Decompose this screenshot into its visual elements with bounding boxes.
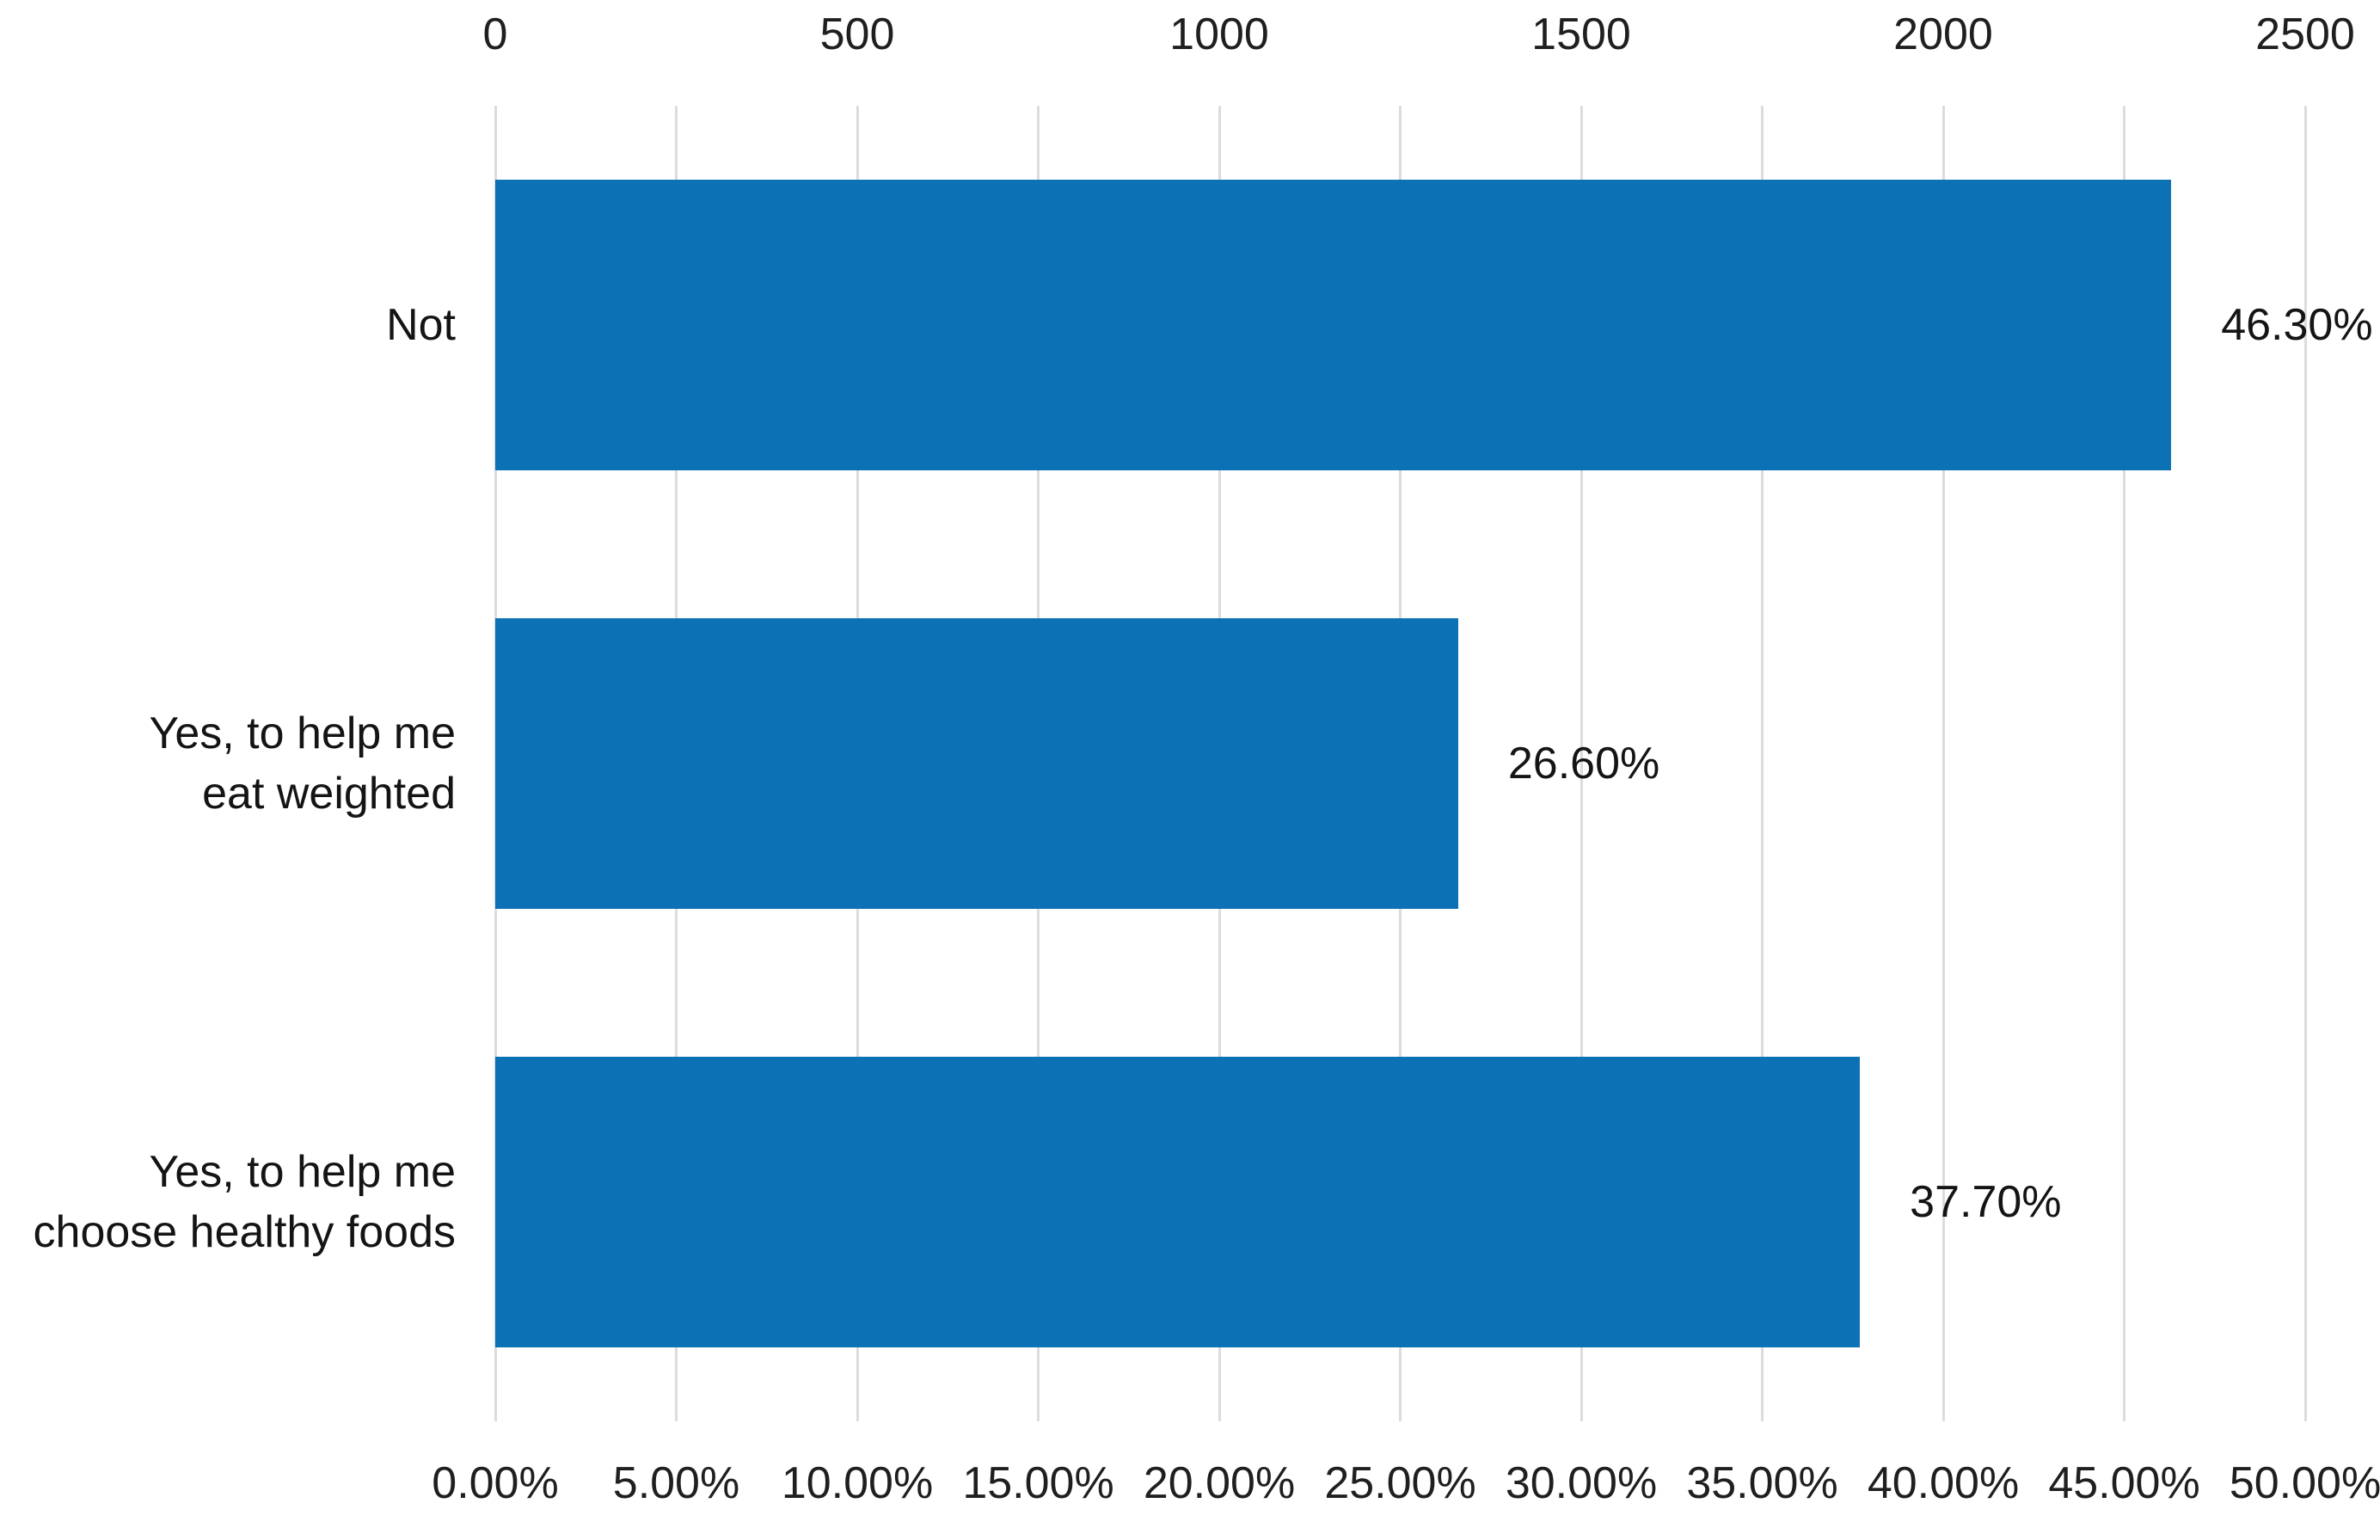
bottom-axis-tick-label: 0.00% [432,1458,559,1508]
gridline [1580,106,1583,1421]
bar [495,1057,1861,1347]
gridline [2303,106,2307,1421]
category-label: Not [386,300,456,350]
bar-value-label: 46.30% [2221,300,2373,350]
top-axis-tick-label: 500 [819,9,895,59]
category-label: Yes, to help me choose healthy foods [33,1147,456,1257]
bottom-axis-tick-label: 40.00% [1867,1458,2020,1508]
bottom-axis-tick-label: 5.00% [612,1458,740,1508]
category-label: Yes, to help me eat weighted [149,709,456,819]
top-axis-tick-label: 0 [482,9,508,59]
gridline [1941,106,1945,1421]
top-axis-tick-label: 1500 [1531,9,1631,59]
bottom-axis-tick-label: 10.00% [781,1458,934,1508]
top-axis-tick-label: 1000 [1169,9,1269,59]
bar-value-label: 26.60% [1507,739,1660,788]
bottom-axis-tick-label: 25.00% [1324,1458,1476,1508]
top-axis-tick-label: 2500 [2255,9,2355,59]
bar-value-label: 37.70% [1910,1177,2062,1227]
gridline [1761,106,1764,1421]
bar [495,618,1458,909]
bottom-axis-tick-label: 15.00% [962,1458,1114,1508]
top-axis-tick-label: 2000 [1893,9,1993,59]
bottom-axis-tick-label: 35.00% [1686,1458,1838,1508]
bottom-axis-tick-label: 30.00% [1505,1458,1658,1508]
bottom-axis-tick-label: 20.00% [1143,1458,1296,1508]
bar [495,180,2172,470]
bottom-axis-tick-label: 45.00% [2048,1458,2200,1508]
bottom-axis-tick-label: 50.00% [2229,1458,2380,1508]
gridline [2123,106,2125,1421]
